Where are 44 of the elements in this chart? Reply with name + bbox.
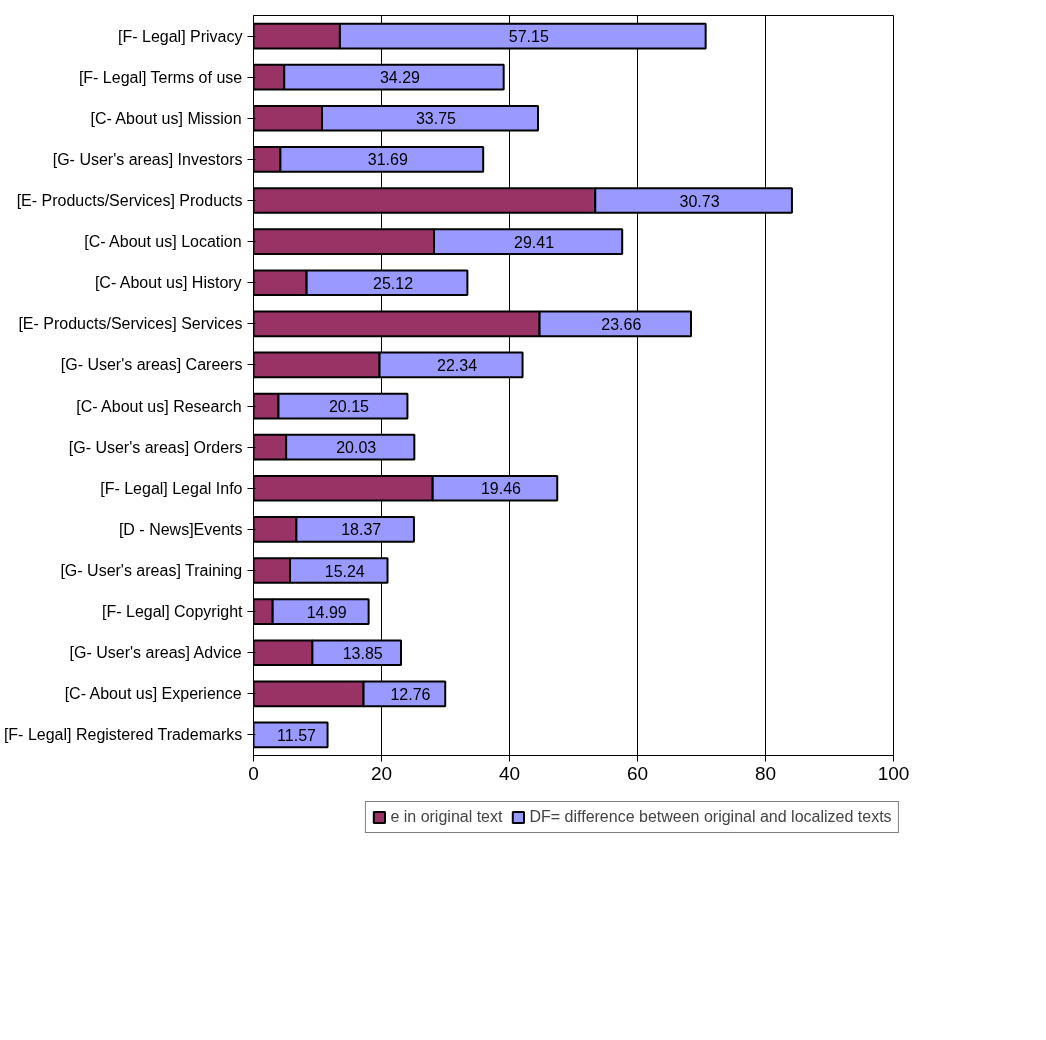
y-tick-label: [D - News]Events — [118, 520, 243, 538]
y-tick-label: [C- About us] Experience — [64, 685, 242, 703]
data-label: 57.15 — [508, 28, 549, 46]
y-tick-label: [F- Legal] Terms of use — [78, 68, 243, 86]
y-tick-label: [F- Legal] Legal Info — [100, 479, 243, 497]
y-tick-label: [F- Legal] Privacy — [118, 27, 243, 45]
y-tick-label: [E- Products/Services] Services — [18, 315, 243, 333]
data-label: 33.75 — [415, 110, 457, 128]
data-label: 31.69 — [367, 151, 408, 169]
data-label: 18.37 — [341, 521, 382, 539]
x-tick-label: 100 — [877, 762, 910, 784]
y-tick-label: [F- Legal] Copyright — [101, 603, 244, 621]
data-label: 13.85 — [342, 644, 383, 662]
legend-label: DF= difference between original and localized texts — [529, 808, 892, 826]
data-label: 29.41 — [514, 233, 555, 251]
legend-label: e in original text — [390, 808, 503, 826]
data-label: 12.76 — [390, 685, 431, 703]
data-label: 25.12 — [372, 274, 414, 292]
x-tick-label: 80 — [754, 762, 777, 784]
x-tick-label: 0 — [248, 762, 259, 784]
x-tick-label: 20 — [370, 762, 393, 784]
data-label: 20.03 — [336, 439, 377, 457]
data-label: 34.29 — [379, 69, 421, 87]
data-label: 11.57 — [277, 726, 317, 744]
data-label: 22.34 — [437, 356, 478, 374]
y-tick-label: [E- Products/Services] Products — [16, 192, 243, 209]
data-label: 23.66 — [601, 315, 642, 333]
data-label: 14.99 — [306, 603, 347, 621]
data-label: 15.24 — [324, 562, 365, 580]
y-tick-label: [G- User's areas] Advice — [69, 644, 242, 662]
y-tick-label: [C- About us] Mission — [90, 109, 242, 127]
x-tick-label: 40 — [498, 762, 521, 784]
x-tick-label: 60 — [626, 762, 649, 784]
data-label: 20.15 — [328, 398, 370, 416]
y-tick-label: [G- User's areas] Careers — [60, 356, 243, 374]
y-tick-label: [C- About us] Research — [76, 397, 242, 415]
data-label: 19.46 — [480, 480, 522, 498]
data-label: 30.73 — [679, 192, 720, 210]
y-tick-label: [G- User's areas] Investors — [52, 150, 243, 168]
y-tick-label: [F- Legal] Registered Trademarks — [3, 726, 243, 744]
y-tick-label: [G- User's areas] Training — [60, 562, 243, 579]
y-tick-label: [G- User's areas] Orders — [68, 438, 243, 456]
y-tick-label: [C- About us] History — [94, 274, 242, 292]
y-tick-label: [C- About us] Location — [84, 233, 242, 251]
